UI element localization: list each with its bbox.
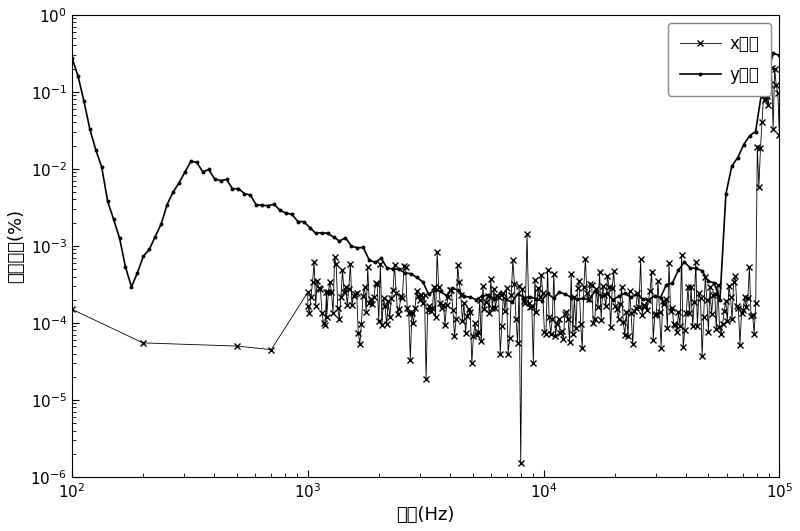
Legend: x方向, y方向: x方向, y方向 xyxy=(668,23,771,96)
x方向 xyxy=(628,341,638,347)
Y-axis label: 相对误差(%): 相对误差(%) xyxy=(7,209,25,283)
X-axis label: 频率(Hz): 频率(Hz) xyxy=(397,506,455,524)
x方向 xyxy=(67,306,77,313)
y方向 xyxy=(757,90,766,96)
x方向 xyxy=(644,297,654,303)
Line: y方向: y方向 xyxy=(70,50,782,305)
y方向 xyxy=(507,299,517,305)
y方向 xyxy=(561,291,570,297)
y方向 xyxy=(774,52,784,58)
x方向 xyxy=(521,299,530,306)
x方向 xyxy=(766,65,776,71)
x方向 xyxy=(516,460,526,467)
x方向 xyxy=(774,132,784,139)
y方向 xyxy=(67,55,77,61)
y方向 xyxy=(459,293,469,299)
y方向 xyxy=(769,50,778,57)
x方向 xyxy=(448,306,458,313)
y方向 xyxy=(632,290,642,297)
y方向 xyxy=(216,177,226,184)
x方向 xyxy=(462,313,472,319)
y方向 xyxy=(258,202,267,209)
x方向 xyxy=(719,308,729,314)
Line: x方向: x方向 xyxy=(69,65,782,467)
